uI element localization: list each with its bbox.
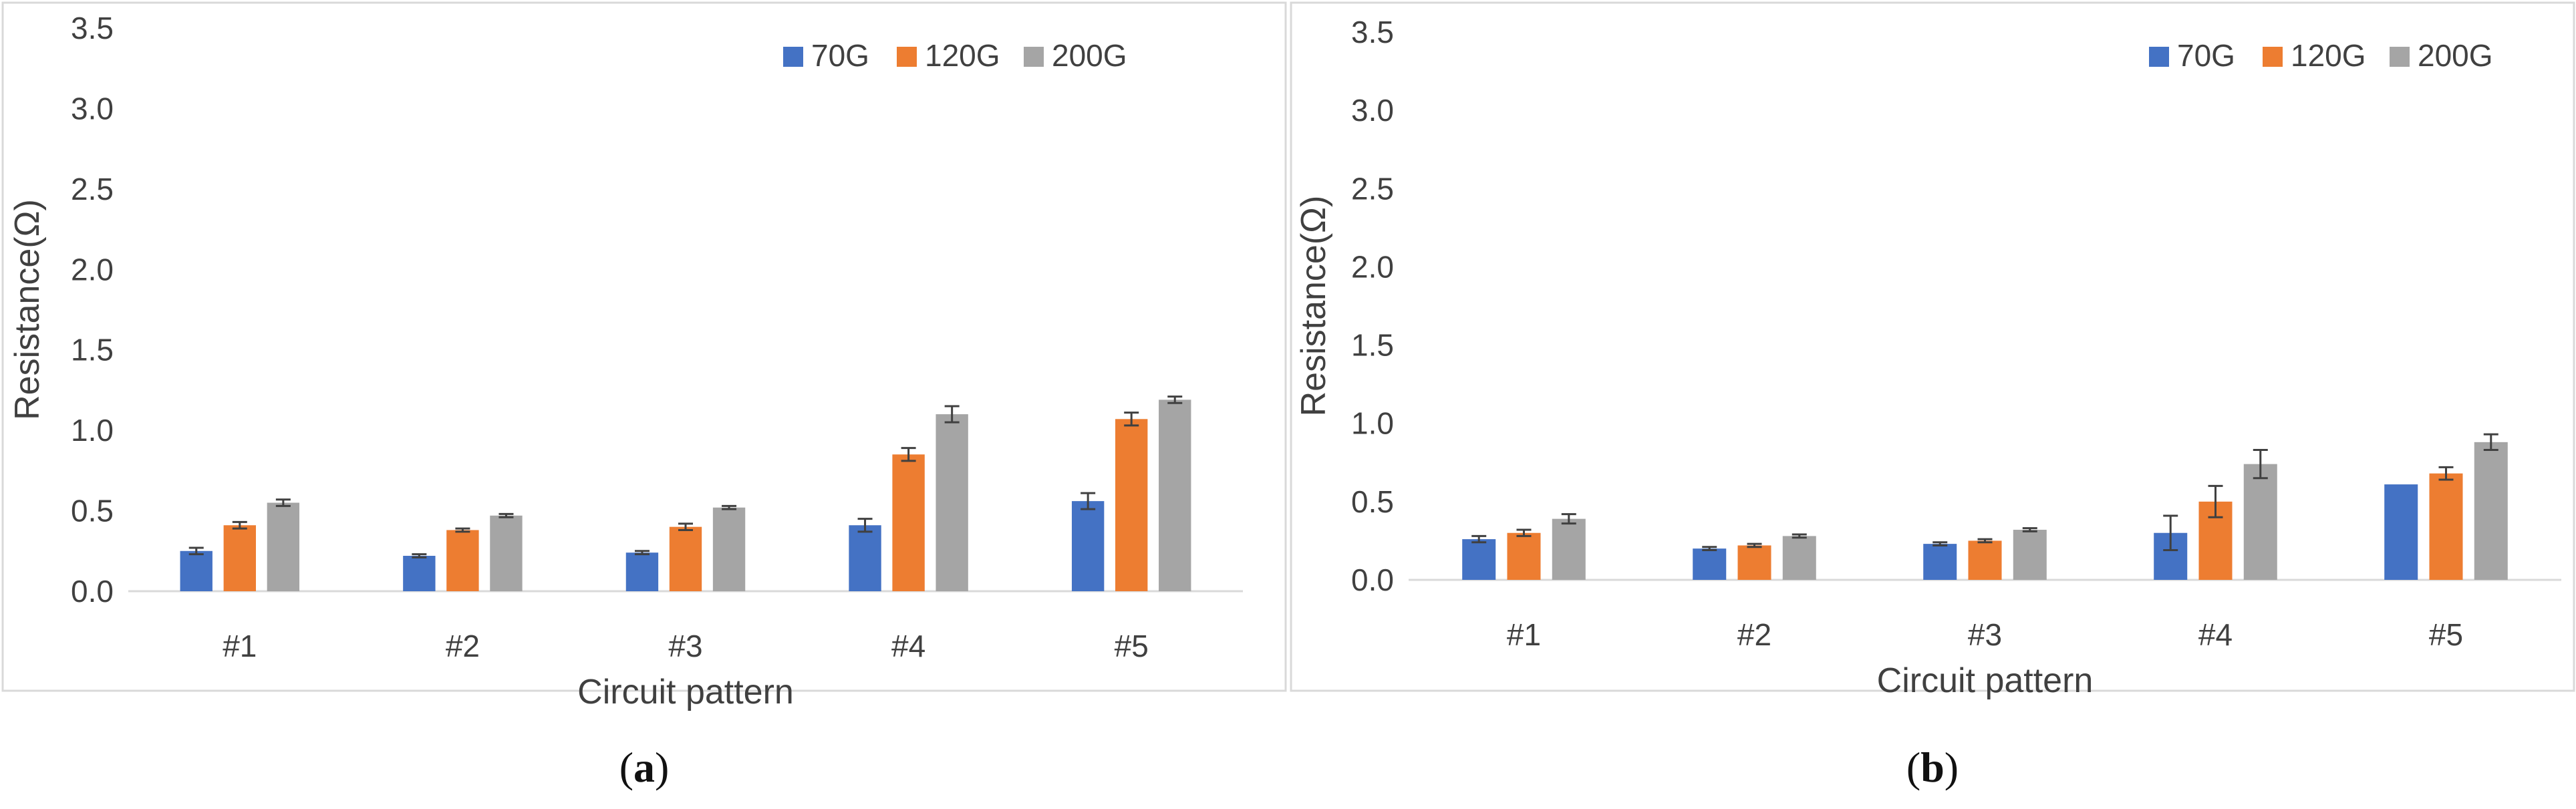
legend-label-200G: 200G	[1052, 38, 1127, 73]
chart-svg-a: 0.0 0.5 1.0 1.5 2.0 2.5 3.0 3.5 #1 #2 #3 #4 #5 Circui…	[1, 1, 1287, 791]
chart-panel-b: 0.0 0.5 1.0 1.5 2.0 2.5 3.0 3.5 #1 #2 #3 #4 #5 Circui…	[1288, 0, 2576, 809]
x-tick-label: #1	[223, 629, 257, 663]
legend-swatch-200G	[2390, 47, 2410, 67]
bar-200G-3	[2013, 530, 2047, 580]
bar-200G-2	[1782, 536, 1816, 580]
bar-200G-1	[1552, 518, 1586, 580]
y-tick-label: 1.0	[71, 413, 114, 448]
x-axis-title: Circuit pattern	[577, 673, 794, 711]
y-tick-label: 2.5	[71, 172, 114, 206]
caption-letter: b	[1920, 744, 1945, 791]
panel-caption: (b)	[1906, 744, 1959, 791]
y-axis-title: Resistance(Ω)	[8, 199, 47, 420]
chart-svg-b: 0.0 0.5 1.0 1.5 2.0 2.5 3.0 3.5 #1 #2 #3 #4 #5 Circui…	[1290, 1, 2575, 791]
bar-70G-1	[180, 550, 212, 591]
x-tick-label: #3	[668, 629, 702, 663]
caption-letter: a	[633, 744, 655, 791]
bar-200G-5	[1159, 399, 1191, 591]
x-tick-label: #3	[1968, 617, 2002, 652]
y-tick-label: 0.5	[71, 494, 114, 528]
legend-label-70G: 70G	[2177, 38, 2235, 73]
y-tick-label: 0.0	[71, 574, 114, 609]
bar-120G-2	[1737, 545, 1771, 580]
y-tick-label: 1.5	[71, 333, 114, 367]
x-tick-label: #4	[891, 629, 925, 663]
legend-swatch-200G	[1024, 47, 1044, 67]
x-axis-title: Circuit pattern	[1877, 661, 2094, 700]
bar-120G-1	[223, 525, 256, 591]
legend-label-200G: 200G	[2418, 38, 2493, 73]
legend-label-70G: 70G	[811, 38, 869, 73]
bar-120G-1	[1507, 532, 1541, 580]
chart-panel-a: 0.0 0.5 1.0 1.5 2.0 2.5 3.0 3.5 #1 #2 #3 #4 #5 Circui…	[1, 1, 1287, 791]
legend-label-120G: 120G	[2291, 38, 2366, 73]
x-tick-label: #2	[1737, 617, 1771, 652]
legend-swatch-70G	[783, 47, 803, 67]
y-tick-label: 0.0	[1351, 562, 1394, 597]
bar-200G-4	[936, 414, 968, 591]
y-tick-label: 3.0	[1351, 93, 1394, 128]
y-axis-title: Resistance(Ω)	[1294, 196, 1333, 417]
bar-70G-2	[1693, 548, 1727, 580]
caption-close: )	[1945, 744, 1959, 791]
bar-200G-3	[712, 507, 746, 591]
y-tick-label: 3.0	[71, 91, 114, 126]
caption-open: (	[619, 744, 633, 791]
bar-120G-3	[669, 526, 702, 591]
y-tick-label: 2.0	[71, 252, 114, 287]
legend-swatch-120G	[2263, 47, 2283, 67]
bar-70G-3	[625, 552, 659, 591]
panel-caption: (a)	[619, 744, 670, 791]
legend-swatch-120G	[897, 47, 917, 67]
bar-120G-4	[892, 454, 925, 591]
y-tick-label: 3.5	[71, 11, 114, 45]
y-tick-label: 1.0	[1351, 406, 1394, 441]
bar-70G-5	[2384, 484, 2418, 580]
bar-120G-5	[2429, 473, 2463, 580]
x-tick-label: #1	[1507, 617, 1541, 652]
bar-120G-2	[446, 530, 479, 591]
bar-120G-3	[1968, 540, 2002, 580]
chart-frame	[1, 1, 1287, 692]
x-tick-label: #5	[2429, 617, 2463, 652]
x-tick-label: #5	[1115, 629, 1149, 663]
x-tick-label: #4	[2198, 617, 2233, 652]
bar-70G-5	[1071, 501, 1105, 591]
legend-label-120G: 120G	[925, 38, 1000, 73]
x-tick-label: #2	[446, 629, 480, 663]
y-tick-label: 3.5	[1351, 15, 1394, 49]
y-tick-label: 1.5	[1351, 328, 1394, 363]
bar-200G-1	[267, 502, 300, 591]
bar-200G-4	[2243, 464, 2277, 580]
bar-120G-5	[1115, 419, 1148, 591]
y-tick-label: 2.0	[1351, 249, 1394, 284]
y-tick-label: 2.5	[1351, 171, 1394, 206]
bar-200G-2	[490, 515, 523, 591]
y-tick-label: 0.5	[1351, 484, 1394, 519]
caption-open: (	[1906, 744, 1920, 791]
bar-70G-1	[1462, 539, 1496, 580]
bar-200G-5	[2474, 442, 2508, 580]
caption-close: )	[655, 744, 669, 791]
chart-frame	[1290, 1, 2575, 692]
legend-swatch-70G	[2149, 47, 2169, 67]
bar-70G-4	[849, 525, 881, 591]
bar-70G-3	[1923, 544, 1957, 580]
bar-70G-2	[403, 556, 436, 591]
